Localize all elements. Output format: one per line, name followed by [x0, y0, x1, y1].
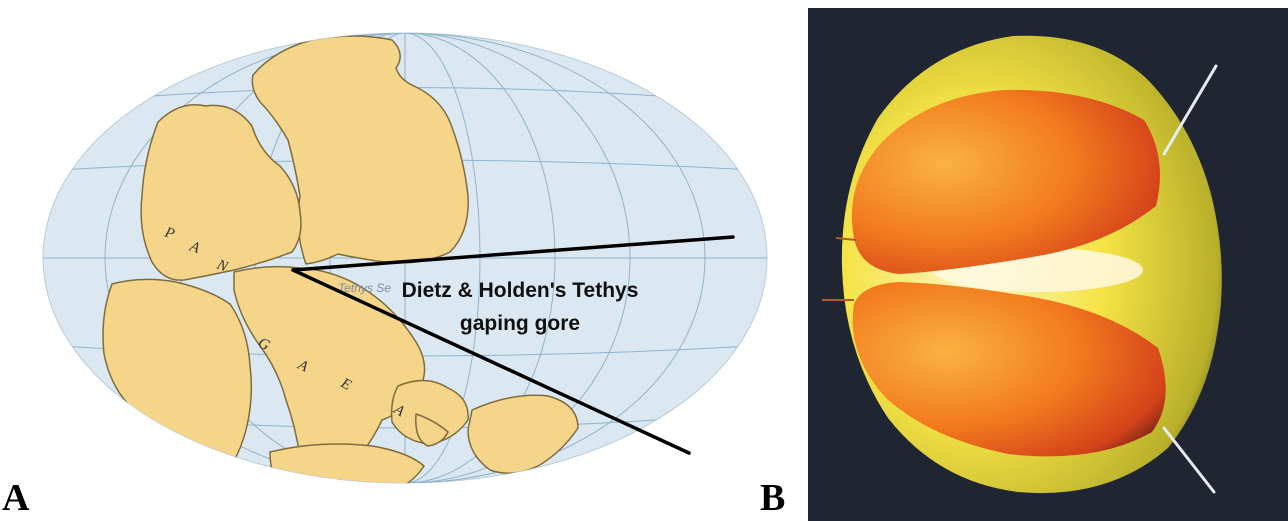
gore-caption-line2: gaping gore [460, 312, 580, 335]
gore-lower-line [291, 268, 691, 455]
upper-tack [835, 237, 857, 241]
lower-peel-segment [852, 282, 1166, 457]
lower-pin [1162, 426, 1216, 494]
panel-label-b: B [760, 477, 786, 519]
gore-lines [291, 235, 735, 455]
orange-model-photo [808, 8, 1288, 521]
pangaea-map: P A N G A E A Tethys Se Dietz & Holden's… [42, 32, 768, 484]
panel-label-a: A [2, 477, 30, 519]
upper-pin [1162, 64, 1218, 156]
gore-upper-line [291, 235, 735, 272]
upper-peel-segment [851, 89, 1160, 274]
tethys-sea-label: Tethys Se [338, 281, 391, 295]
pangaea-letter: P [162, 224, 177, 242]
gore-caption-line1: Dietz & Holden's Tethys [402, 279, 639, 302]
pangaea-landmass [102, 35, 579, 483]
